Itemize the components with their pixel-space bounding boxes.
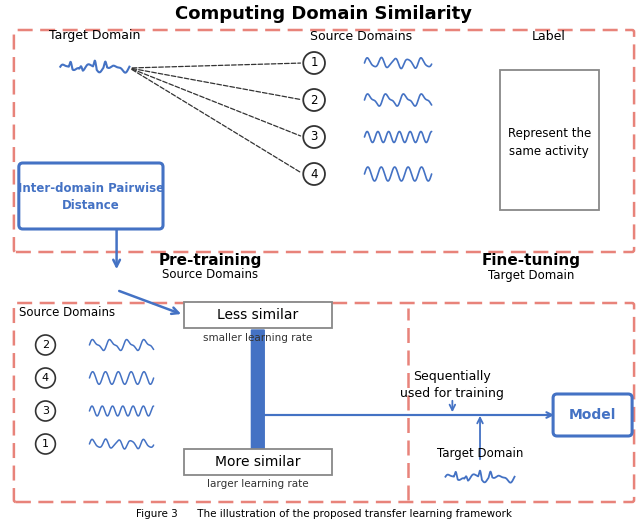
- Circle shape: [303, 52, 325, 74]
- FancyBboxPatch shape: [184, 449, 332, 475]
- Text: Target Domain: Target Domain: [488, 268, 575, 281]
- Text: 1: 1: [310, 57, 318, 69]
- Text: 4: 4: [310, 167, 318, 181]
- Text: Sequentially
used for training: Sequentially used for training: [401, 370, 504, 400]
- Text: Inter-domain Pairwise
Distance: Inter-domain Pairwise Distance: [18, 182, 164, 212]
- FancyBboxPatch shape: [19, 163, 163, 229]
- Text: Model: Model: [569, 408, 616, 422]
- FancyBboxPatch shape: [14, 30, 634, 252]
- Text: 1: 1: [42, 439, 49, 449]
- Circle shape: [303, 163, 325, 185]
- Circle shape: [36, 434, 56, 454]
- FancyBboxPatch shape: [184, 302, 332, 328]
- Text: Target Domain: Target Domain: [437, 447, 524, 460]
- Circle shape: [36, 335, 56, 355]
- Text: 2: 2: [42, 340, 49, 350]
- Text: Less similar: Less similar: [217, 308, 298, 322]
- Circle shape: [303, 89, 325, 111]
- FancyBboxPatch shape: [14, 303, 634, 502]
- Text: 2: 2: [310, 93, 318, 107]
- Circle shape: [303, 126, 325, 148]
- Text: Label: Label: [532, 29, 566, 43]
- Text: Figure 3      The illustration of the proposed transfer learning framework: Figure 3 The illustration of the propose…: [136, 509, 512, 519]
- Text: 3: 3: [310, 131, 318, 143]
- Text: Computing Domain Similarity: Computing Domain Similarity: [175, 5, 472, 23]
- Text: Source Domains: Source Domains: [19, 306, 115, 319]
- FancyBboxPatch shape: [500, 70, 598, 210]
- Circle shape: [36, 368, 56, 388]
- Text: 4: 4: [42, 373, 49, 383]
- Text: 3: 3: [42, 406, 49, 416]
- Text: Pre-training: Pre-training: [159, 253, 262, 268]
- Circle shape: [36, 401, 56, 421]
- Text: Represent the
same activity: Represent the same activity: [508, 127, 591, 158]
- Text: smaller learning rate: smaller learning rate: [203, 333, 312, 343]
- FancyBboxPatch shape: [553, 394, 632, 436]
- Text: Target Domain: Target Domain: [49, 29, 141, 43]
- Text: Fine-tuning: Fine-tuning: [482, 253, 581, 268]
- Polygon shape: [246, 330, 269, 473]
- Text: Source Domains: Source Domains: [163, 268, 259, 281]
- Text: Source Domains: Source Domains: [310, 29, 413, 43]
- Text: More similar: More similar: [215, 455, 301, 469]
- Text: larger learning rate: larger learning rate: [207, 479, 308, 489]
